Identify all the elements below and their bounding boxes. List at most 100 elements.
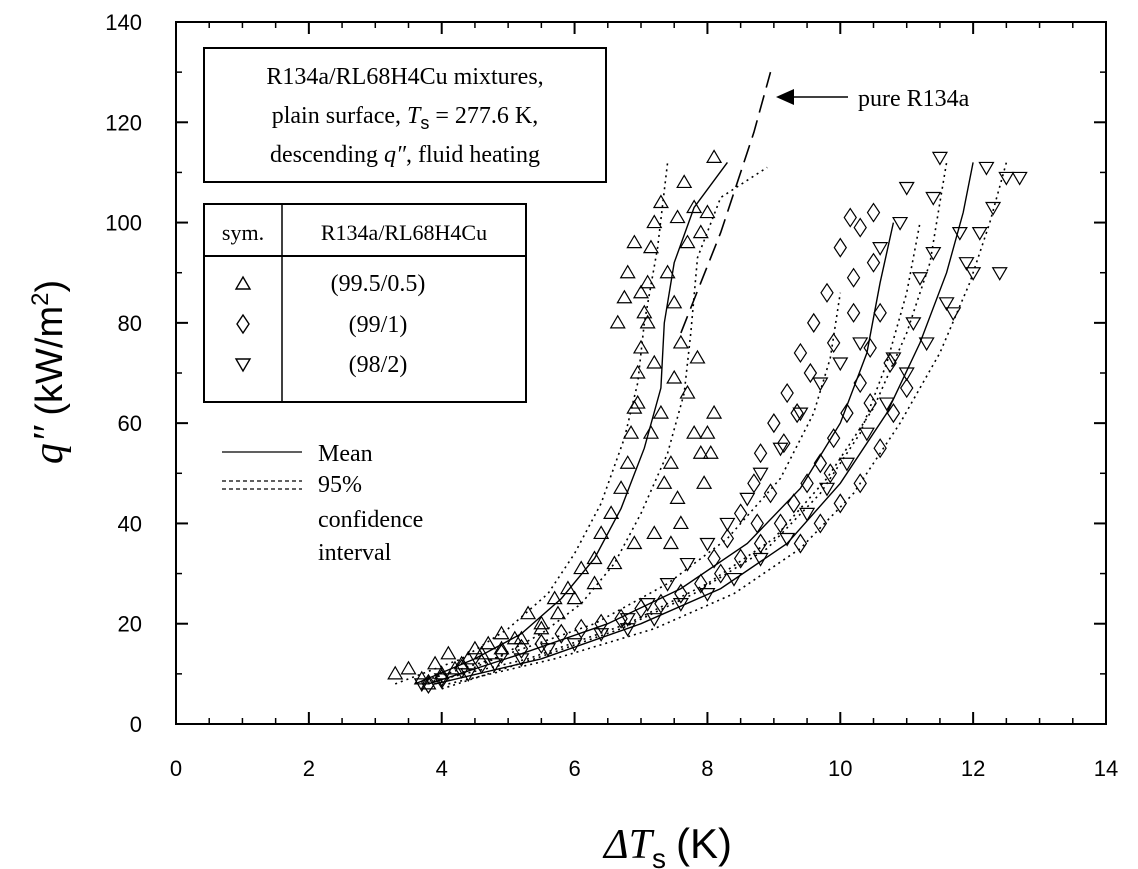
diamond-marker	[720, 528, 735, 549]
y-tick-label: 120	[105, 110, 142, 135]
diamond-marker	[873, 302, 887, 323]
triangle-up-marker	[639, 274, 656, 289]
triangle-up-marker	[480, 635, 497, 650]
triangle-down-marker	[413, 678, 430, 693]
triangle-up-marker	[626, 234, 643, 249]
diamond-marker	[654, 593, 668, 614]
triangle-down-marker	[892, 216, 909, 231]
triangle-up-marker	[662, 455, 679, 469]
triangle-down-marker	[739, 492, 756, 507]
symbol-table-header-mixture: R134a/RL68H4Cu	[321, 220, 487, 245]
triangle-up-marker	[656, 475, 673, 489]
diamond-marker	[793, 533, 808, 554]
symbol-table: sym. R134a/RL68H4Cu (99.5/0.5) (99/1) (9…	[203, 203, 527, 403]
diamond-marker	[853, 372, 867, 394]
triangle-down-marker	[885, 352, 902, 367]
diamond-marker	[773, 513, 788, 534]
triangle-down-marker	[812, 377, 829, 392]
triangle-down-marker	[965, 267, 982, 281]
triangle-down-marker	[858, 427, 875, 442]
triangle-up-marker	[629, 364, 646, 379]
triangle-up-marker	[652, 404, 669, 419]
triangle-down-marker	[938, 297, 955, 311]
triangle-up-marker	[440, 645, 457, 660]
triangle-down-marker	[513, 653, 530, 668]
diamond-marker	[674, 583, 688, 604]
legend-mean-label: Mean	[318, 441, 373, 467]
info-box-line1: R134a/RL68H4Cu mixtures,	[266, 64, 543, 90]
y-axis-title-symbol: q″	[26, 425, 72, 464]
triangle-up-marker	[493, 640, 510, 655]
triangle-up-marker	[622, 424, 640, 439]
pure-r134a-curve	[680, 71, 772, 334]
diamond-marker	[787, 493, 801, 514]
triangle-up-marker	[679, 384, 696, 399]
triangle-down-marker	[838, 457, 855, 472]
triangle-down-marker	[872, 242, 889, 256]
diamond-marker	[574, 618, 588, 639]
diamond-marker	[421, 673, 436, 694]
triangle-up-marker	[662, 535, 679, 550]
triangle-down-marker	[486, 658, 503, 673]
diamond-marker	[747, 473, 761, 494]
info-box-line3-var: q″	[384, 142, 407, 168]
x-tick-label: 4	[436, 756, 448, 781]
x-tick-label: 6	[568, 756, 580, 781]
diamond-marker	[813, 513, 828, 534]
info-box-line2-sub: s	[420, 113, 429, 133]
triangle-up-marker	[520, 605, 537, 620]
diamond-marker	[853, 217, 867, 238]
triangle-down-marker	[951, 227, 968, 241]
triangle-up-marker	[629, 394, 646, 409]
triangle-down-marker	[925, 247, 942, 261]
info-box-line3-prefix: descending	[270, 142, 384, 168]
data-markers	[387, 149, 1028, 694]
triangle-up-marker	[619, 264, 636, 279]
diamond-marker	[866, 202, 881, 223]
diamond-marker	[454, 658, 469, 679]
triangle-down-marker	[1011, 171, 1028, 186]
symbol-table-row3-label: (98/2)	[349, 352, 408, 378]
diamond-marker	[803, 362, 818, 384]
info-box-line3-suffix: , fluid heating	[406, 142, 540, 168]
y-axis-title-unit: (kW/m	[29, 306, 71, 416]
diamond-marker	[853, 473, 867, 494]
diamond-marker	[886, 403, 901, 424]
ci-lower-curve-series-3	[448, 162, 1008, 685]
triangle-down-marker	[832, 357, 849, 372]
diamond-marker	[780, 382, 794, 404]
diamond-marker	[777, 433, 791, 454]
info-box: R134a/RL68H4Cu mixtures, plain surface, …	[203, 47, 607, 183]
triangle-up-marker	[699, 424, 716, 439]
triangle-up-marker	[642, 239, 660, 254]
y-tick-label: 100	[105, 211, 142, 236]
diamond-marker	[833, 493, 848, 514]
triangle-down-marker	[772, 442, 789, 457]
diamond-marker	[826, 428, 841, 449]
triangle-down-marker	[566, 638, 583, 652]
diamond-marker	[846, 302, 861, 323]
diamond-marker	[474, 653, 489, 674]
triangle-down-marker	[878, 397, 895, 412]
symbol-table-triangle-down-marker	[234, 358, 252, 373]
triangle-up-marker	[642, 424, 660, 439]
triangle-down-marker	[918, 337, 935, 352]
triangle-up-marker	[493, 625, 510, 640]
triangle-up-marker	[420, 675, 437, 690]
x-axis-title: ΔTs (K)	[602, 820, 732, 869]
x-tick-label: 14	[1094, 756, 1118, 781]
triangle-down-marker	[460, 668, 477, 683]
info-box-line3: descending q″, fluid heating	[270, 142, 540, 168]
triangle-down-marker	[945, 307, 962, 322]
symbol-table-diamond-marker	[236, 313, 250, 335]
triangle-down-marker	[911, 272, 929, 286]
triangle-down-marker	[818, 482, 836, 497]
x-axis-title-subscript: s	[652, 843, 666, 869]
diamond-marker	[806, 312, 821, 333]
x-tick-label: 10	[828, 756, 852, 781]
triangle-up-marker	[659, 264, 676, 279]
triangle-up-marker	[632, 339, 650, 354]
ci-lower-curve-series-1	[434, 166, 768, 685]
y-axis-title-unit-close: )	[29, 280, 71, 293]
triangle-up-marker	[706, 149, 723, 163]
